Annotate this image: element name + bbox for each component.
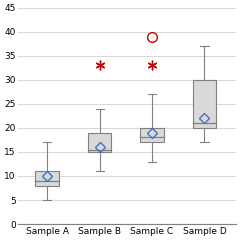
- FancyBboxPatch shape: [88, 133, 111, 152]
- FancyBboxPatch shape: [36, 171, 59, 186]
- FancyBboxPatch shape: [193, 80, 216, 128]
- FancyBboxPatch shape: [140, 128, 164, 142]
